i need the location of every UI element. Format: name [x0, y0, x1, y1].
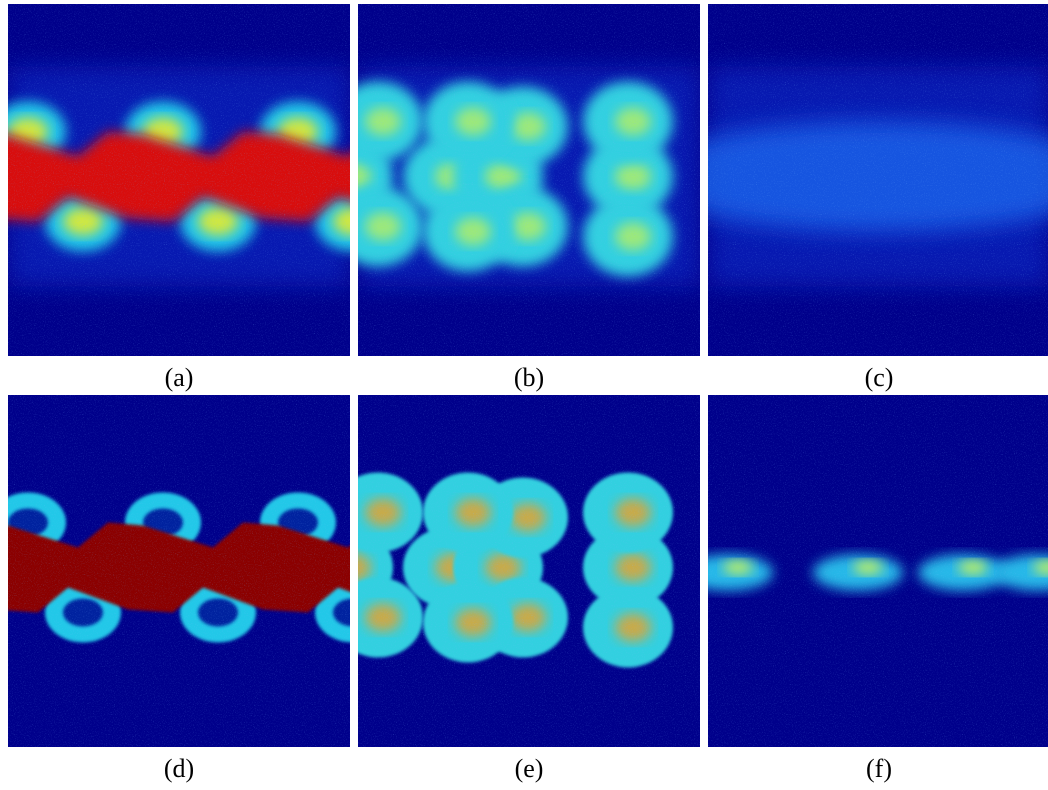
- panel-label: (b): [514, 363, 544, 392]
- panel-label: (e): [515, 754, 544, 783]
- panel-label: (f): [866, 754, 892, 783]
- grain: [8, 4, 350, 356]
- panel-label: (a): [165, 363, 194, 392]
- grain: [708, 395, 1048, 747]
- panel: [8, 395, 350, 747]
- grain: [358, 395, 700, 747]
- grain: [708, 4, 1048, 356]
- panel: [8, 4, 350, 356]
- panel: [358, 395, 700, 747]
- grain: [8, 395, 350, 747]
- panel: [708, 395, 1048, 747]
- panel: [708, 4, 1048, 356]
- panel: [358, 4, 700, 356]
- panel-label: (c): [865, 363, 894, 392]
- grain: [358, 4, 700, 356]
- panel-label: (d): [164, 754, 194, 783]
